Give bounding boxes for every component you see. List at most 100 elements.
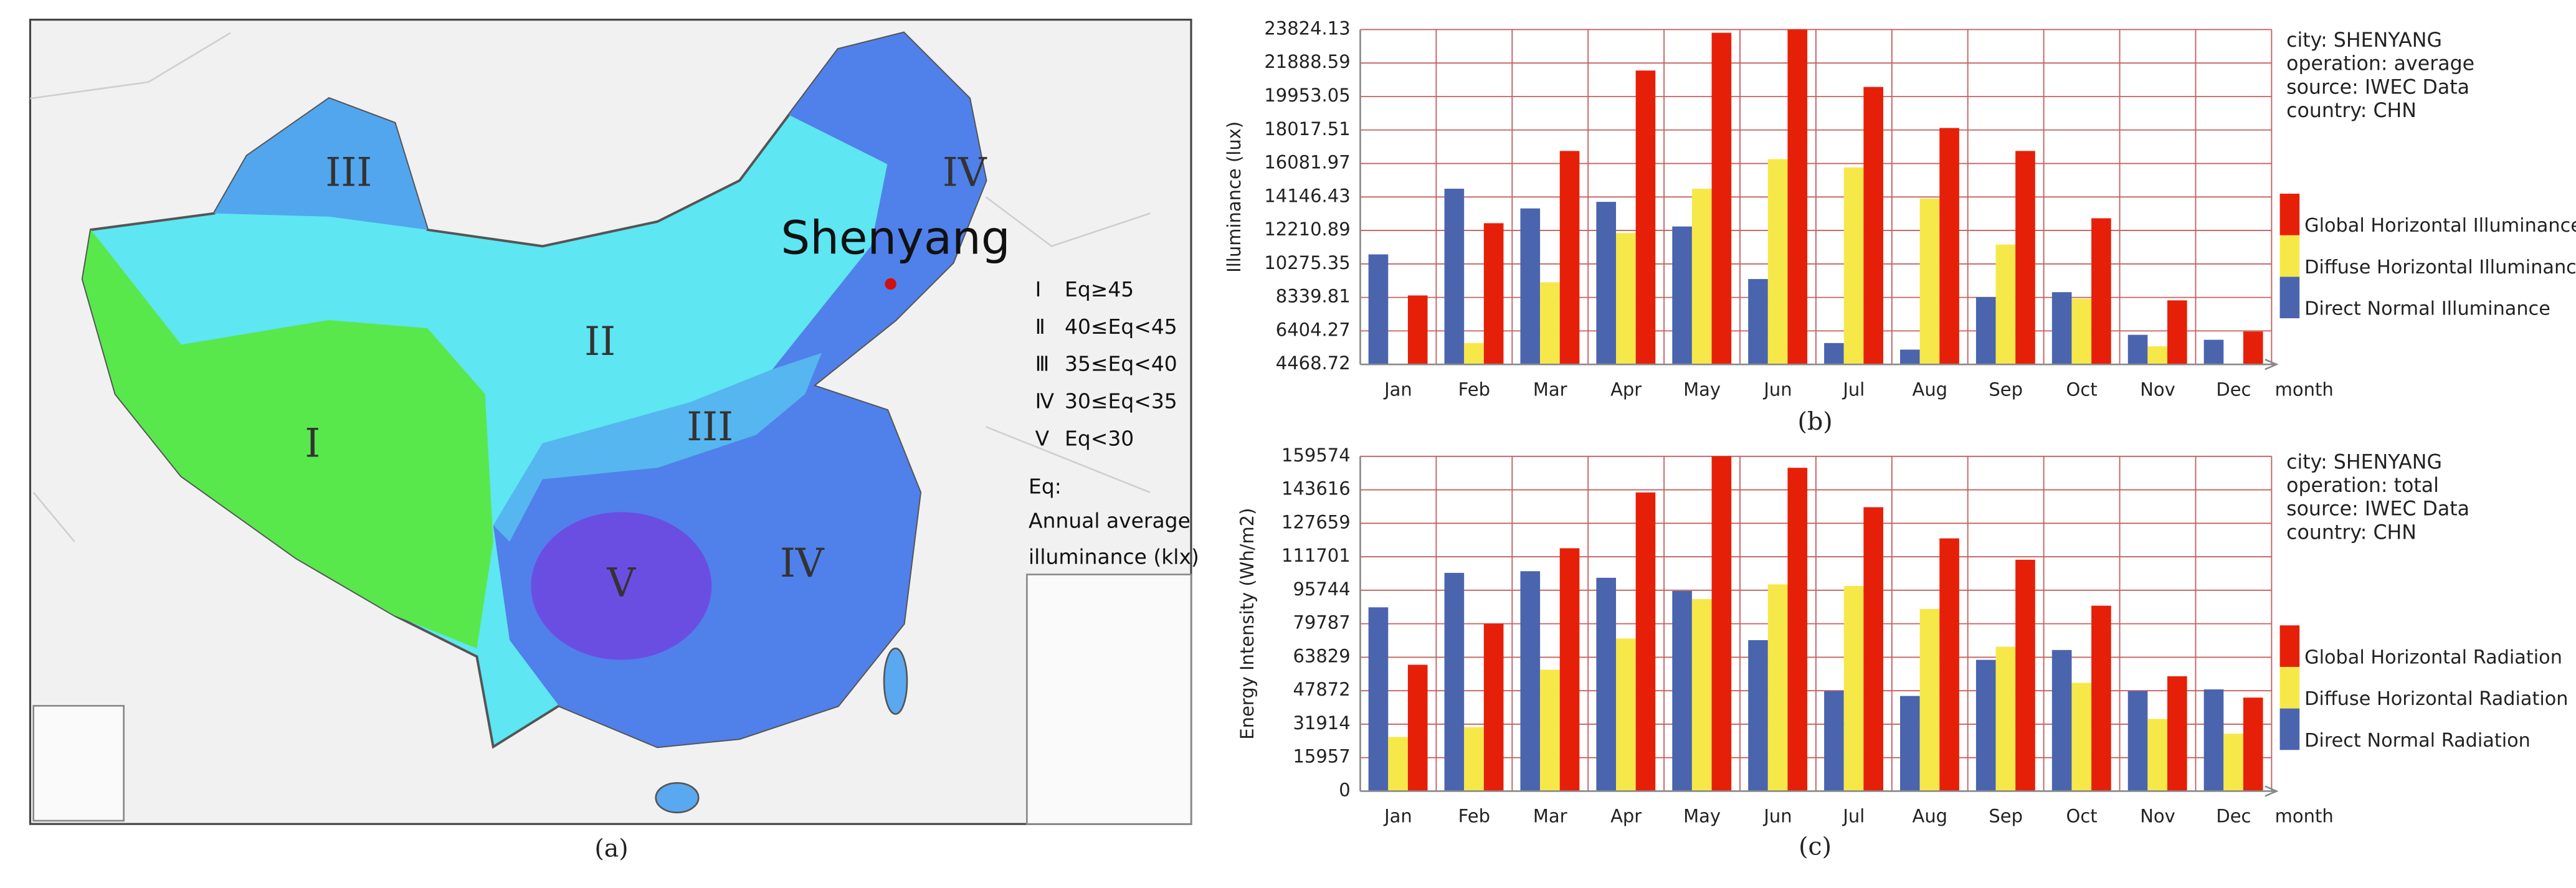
info-text: operation: total bbox=[2286, 475, 2439, 497]
x-tick-label: Nov bbox=[2140, 379, 2175, 400]
legend-swatch bbox=[2279, 276, 2300, 319]
map-note: Annual average bbox=[1029, 509, 1191, 533]
bar bbox=[1843, 586, 1864, 791]
x-tick-label: Jul bbox=[1842, 806, 1865, 827]
y-tick-label: 10275.35 bbox=[1264, 252, 1350, 273]
bar bbox=[1767, 159, 1788, 365]
legend-swatch bbox=[2279, 666, 2300, 709]
x-tick-label: Apr bbox=[1610, 806, 1642, 827]
bar bbox=[1939, 128, 1959, 365]
bar bbox=[1787, 468, 1808, 791]
zone-area bbox=[493, 352, 822, 542]
x-tick-label: May bbox=[1683, 379, 1721, 400]
legend-label: Global Horizontal Illuminance bbox=[2304, 215, 2576, 237]
bar bbox=[2203, 339, 2224, 365]
legend-swatch bbox=[2279, 625, 2300, 667]
info-text: source: IWEC Data bbox=[2286, 498, 2469, 521]
bar bbox=[1863, 87, 1883, 365]
y-axis-label: Energy Intensity (Wh/m2) bbox=[1237, 508, 1258, 740]
bar bbox=[1672, 590, 1692, 791]
bar bbox=[1464, 727, 1484, 791]
chart: 4468.72 6404.27 8339.81 10275.35 12210.89 141… bbox=[1224, 17, 2576, 436]
info-text: source: IWEC Data bbox=[2286, 76, 2469, 98]
bar bbox=[1711, 456, 1732, 791]
bar bbox=[1596, 202, 1617, 365]
bar bbox=[1368, 607, 1389, 791]
x-tick-label: Feb bbox=[1458, 379, 1490, 400]
map: III IV II III I V IV Shenyang Ⅰ Eq≥45 Ⅱ 40≤… bbox=[29, 19, 1199, 862]
zone-label: V bbox=[606, 560, 636, 606]
zone-label: II bbox=[584, 318, 615, 364]
bar bbox=[2091, 218, 2111, 365]
x-tick-label: Aug bbox=[1912, 806, 1947, 827]
zone-area bbox=[82, 230, 493, 649]
x-tick-label: Sep bbox=[1989, 379, 2023, 400]
x-tick-label: May bbox=[1683, 806, 1721, 827]
bar bbox=[1824, 342, 1844, 365]
info-text: city: SHENYANG bbox=[2286, 451, 2442, 473]
island bbox=[655, 782, 700, 814]
bar bbox=[1559, 548, 1580, 791]
y-tick-label: 21888.59 bbox=[1264, 51, 1350, 72]
map-note: illuminance (klx) bbox=[1029, 545, 1199, 569]
x-tick-label: Mar bbox=[1533, 806, 1567, 827]
bar bbox=[2167, 676, 2187, 791]
bar bbox=[1863, 507, 1883, 791]
bar bbox=[1824, 691, 1844, 791]
x-tick-label: Dec bbox=[2216, 379, 2251, 400]
bar bbox=[1540, 669, 1560, 791]
bar bbox=[2015, 559, 2035, 791]
bar bbox=[1691, 189, 1712, 365]
city-label: Shenyang bbox=[781, 211, 1010, 265]
bar bbox=[2051, 292, 2072, 365]
y-tick-label: 4468.72 bbox=[1276, 352, 1351, 374]
bar bbox=[1407, 295, 1428, 365]
bar bbox=[1672, 226, 1692, 365]
legend-label: Direct Normal Illuminance bbox=[2304, 298, 2550, 320]
x-tick-label: Feb bbox=[1458, 806, 1490, 827]
x-tick-label: Aug bbox=[1912, 379, 1947, 400]
y-tick-label: 8339.81 bbox=[1276, 286, 1351, 307]
info-text: operation: average bbox=[2286, 53, 2474, 75]
zone-label: III bbox=[687, 404, 733, 450]
x-tick-label: Jun bbox=[1762, 379, 1792, 400]
bar bbox=[1900, 696, 1920, 791]
bar bbox=[1559, 151, 1580, 365]
caption: (a) bbox=[594, 834, 628, 862]
bar bbox=[1444, 189, 1465, 365]
y-tick-label: 159574 bbox=[1281, 445, 1351, 466]
legend-swatch bbox=[2279, 235, 2300, 277]
bar bbox=[1464, 342, 1484, 365]
bar bbox=[1748, 640, 1768, 791]
y-tick-label: 143616 bbox=[1281, 478, 1351, 499]
bar bbox=[2127, 691, 2148, 791]
bar bbox=[2243, 697, 2263, 791]
bar bbox=[1919, 608, 1940, 791]
zone-label: IV bbox=[780, 540, 825, 586]
bar bbox=[2127, 334, 2148, 365]
bar bbox=[1787, 29, 1808, 365]
x-axis-label: month bbox=[2275, 806, 2334, 827]
zone-area bbox=[531, 512, 712, 660]
map-legend-text: Eq≥45 bbox=[1065, 277, 1134, 301]
zone-label: III bbox=[325, 149, 372, 196]
bar bbox=[1407, 664, 1428, 791]
y-tick-label: 127659 bbox=[1281, 511, 1351, 532]
y-tick-label: 111701 bbox=[1281, 545, 1351, 566]
y-tick-label: 79787 bbox=[1293, 612, 1350, 633]
x-tick-label: Oct bbox=[2066, 379, 2098, 400]
bar bbox=[1635, 70, 1656, 365]
x-tick-label: Sep bbox=[1989, 806, 2023, 827]
bar bbox=[1635, 492, 1656, 791]
bar bbox=[1540, 282, 1560, 365]
y-tick-label: 16081.97 bbox=[1264, 152, 1350, 173]
bar bbox=[2147, 719, 2168, 791]
bar bbox=[1900, 349, 1920, 365]
x-axis-label: month bbox=[2275, 379, 2334, 400]
legend-label: Diffuse Horizontal Radiation bbox=[2304, 688, 2568, 710]
map-legend-text: Eq<30 bbox=[1065, 426, 1134, 450]
bar bbox=[2167, 300, 2187, 365]
y-tick-label: 18017.51 bbox=[1264, 118, 1350, 139]
bar bbox=[1520, 571, 1541, 791]
